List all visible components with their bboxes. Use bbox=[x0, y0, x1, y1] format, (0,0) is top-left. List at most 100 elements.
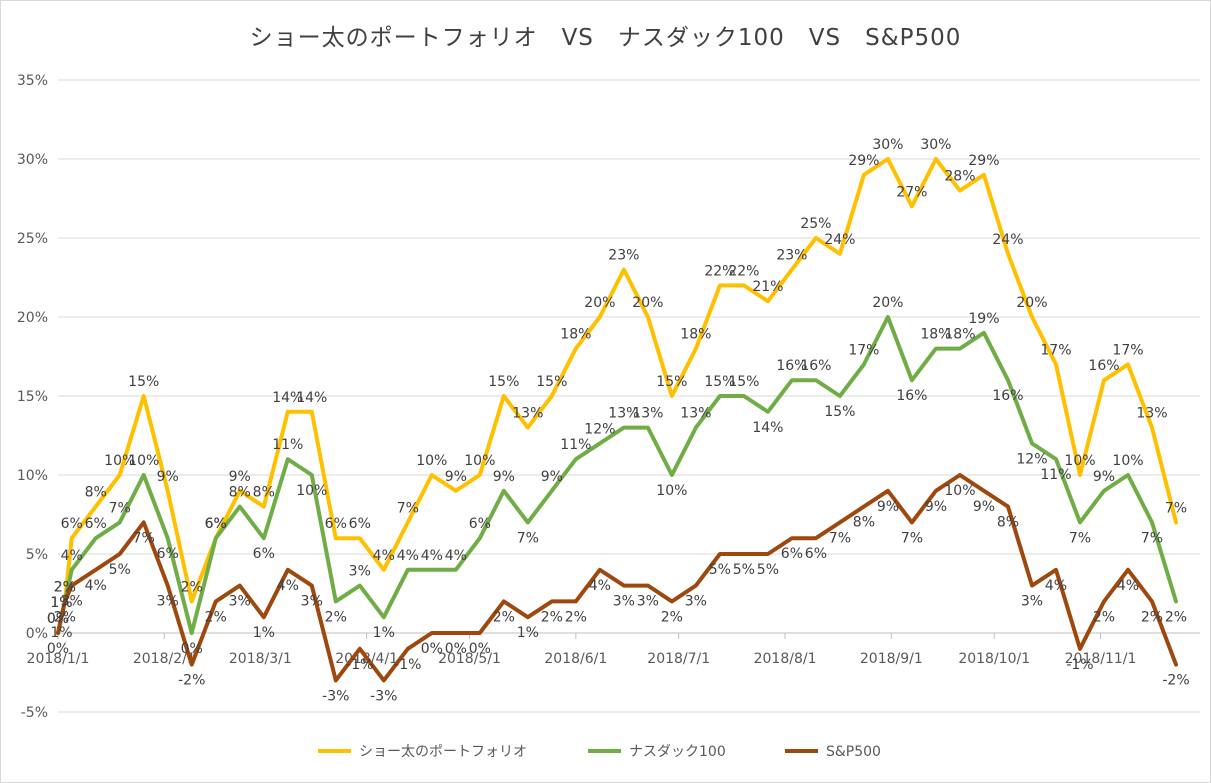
data-label: 6% bbox=[469, 516, 491, 532]
data-label: -1% bbox=[394, 657, 421, 673]
data-label: 18% bbox=[560, 327, 591, 343]
data-label: 10% bbox=[104, 453, 135, 469]
data-label: 28% bbox=[944, 169, 975, 185]
data-label: 13% bbox=[632, 406, 663, 422]
data-label: 2% bbox=[541, 609, 563, 625]
x-tick-label: 2018/7/1 bbox=[647, 651, 710, 667]
data-label: 15% bbox=[728, 374, 759, 390]
data-label: 3% bbox=[157, 594, 179, 610]
data-label: 29% bbox=[848, 153, 879, 169]
data-label: 9% bbox=[973, 499, 995, 515]
data-label: 13% bbox=[1136, 406, 1167, 422]
data-label: 8% bbox=[85, 485, 107, 501]
data-label: 3% bbox=[349, 564, 371, 580]
data-label: 0% bbox=[47, 611, 69, 627]
data-label: 10% bbox=[1112, 453, 1143, 469]
data-label: 6% bbox=[61, 516, 83, 532]
data-label: 22% bbox=[728, 263, 759, 279]
y-tick-label: 5% bbox=[26, 547, 48, 563]
data-label: 18% bbox=[944, 327, 975, 343]
data-label: 11% bbox=[272, 437, 303, 453]
x-tick-label: 2018/5/1 bbox=[438, 651, 501, 667]
data-label: 21% bbox=[752, 279, 783, 295]
data-label: -1% bbox=[346, 657, 373, 673]
data-label: 16% bbox=[896, 388, 927, 404]
data-label: 6% bbox=[205, 516, 227, 532]
data-label: 6% bbox=[157, 546, 179, 562]
data-label: 8% bbox=[853, 515, 875, 531]
y-tick-label: 35% bbox=[17, 73, 48, 89]
data-label: 9% bbox=[925, 499, 947, 515]
data-label: 9% bbox=[541, 469, 563, 485]
data-label: 27% bbox=[896, 184, 927, 200]
data-label: 29% bbox=[968, 153, 999, 169]
data-label: 11% bbox=[1040, 467, 1071, 483]
data-label: 8% bbox=[229, 485, 251, 501]
data-label: 17% bbox=[1112, 342, 1143, 358]
data-label: 9% bbox=[1093, 469, 1115, 485]
data-label: -2% bbox=[1162, 673, 1189, 689]
data-label: 2% bbox=[325, 609, 347, 625]
y-tick-label: 0% bbox=[26, 626, 48, 642]
data-label: 12% bbox=[1016, 451, 1047, 467]
data-label: 1% bbox=[50, 625, 72, 641]
data-label: 10% bbox=[416, 453, 447, 469]
data-label: -2% bbox=[178, 673, 205, 689]
data-label: 14% bbox=[272, 390, 303, 406]
data-label: 10% bbox=[296, 483, 327, 499]
data-label: 30% bbox=[920, 137, 951, 153]
data-label: 7% bbox=[517, 530, 539, 546]
x-tick-label: 2018/9/1 bbox=[860, 651, 923, 667]
data-label: 19% bbox=[968, 311, 999, 327]
data-label: 7% bbox=[829, 530, 851, 546]
data-label: 0% bbox=[47, 611, 69, 627]
data-label: 1% bbox=[50, 595, 72, 611]
data-label: 11% bbox=[560, 437, 591, 453]
data-label: 4% bbox=[277, 578, 299, 594]
data-label: 4% bbox=[1045, 578, 1067, 594]
data-label: 7% bbox=[133, 530, 155, 546]
data-label: 7% bbox=[1165, 500, 1187, 516]
data-label: 3% bbox=[1021, 594, 1043, 610]
data-label: 24% bbox=[824, 232, 855, 248]
data-label: 0% bbox=[181, 641, 203, 657]
data-label: 18% bbox=[920, 327, 951, 343]
data-label: 30% bbox=[872, 137, 903, 153]
data-label: 2% bbox=[493, 609, 515, 625]
data-label: 13% bbox=[512, 406, 543, 422]
data-label: 7% bbox=[901, 530, 923, 546]
data-label: 17% bbox=[1040, 342, 1071, 358]
data-label: 16% bbox=[800, 358, 831, 374]
data-label: 1% bbox=[253, 625, 275, 641]
y-axis: 35% 30% 25% 20% 15% 10% 5% 0% -5% bbox=[17, 73, 48, 721]
data-label: 5% bbox=[109, 562, 131, 578]
series-lines bbox=[56, 157, 1178, 683]
data-label: 9% bbox=[157, 469, 179, 485]
data-label: 25% bbox=[800, 216, 831, 232]
data-label: 20% bbox=[632, 295, 663, 311]
data-label: 7% bbox=[1141, 530, 1163, 546]
data-label: 14% bbox=[296, 390, 327, 406]
series-line bbox=[56, 473, 1178, 683]
data-label: 3% bbox=[61, 594, 83, 610]
data-label: 6% bbox=[781, 546, 803, 562]
data-label: 0% bbox=[421, 641, 443, 657]
data-label: 1% bbox=[50, 595, 72, 611]
data-label: 9% bbox=[445, 469, 467, 485]
data-label: 15% bbox=[488, 374, 519, 390]
data-label: 13% bbox=[608, 406, 639, 422]
data-label: 10% bbox=[128, 453, 159, 469]
x-tick-label: 2018/2/1 bbox=[133, 651, 196, 667]
x-tick-label: 2018/1/1 bbox=[27, 651, 90, 667]
data-label: 6% bbox=[205, 516, 227, 532]
data-label: 7% bbox=[397, 500, 419, 516]
y-tick-label: 20% bbox=[17, 310, 48, 326]
data-label: 4% bbox=[589, 578, 611, 594]
data-label: 5% bbox=[757, 562, 779, 578]
data-label: 15% bbox=[704, 374, 735, 390]
legend-label: ショー太のポートフォリオ bbox=[359, 744, 527, 760]
data-label: -1% bbox=[1066, 657, 1093, 673]
x-tick-label: 2018/10/1 bbox=[958, 651, 1030, 667]
y-tick-label: -5% bbox=[21, 705, 48, 721]
